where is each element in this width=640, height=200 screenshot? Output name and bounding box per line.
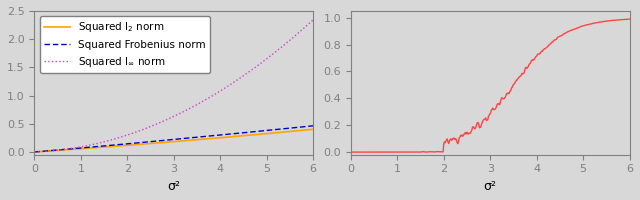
Line: Squared l₂ norm: Squared l₂ norm: [35, 129, 313, 152]
Squared l₂ norm: [266, 132, 273, 135]
Squared Frobenius norm: [266, 129, 273, 131]
Squared l₂ norm: [201, 138, 209, 140]
X-axis label: σ²: σ²: [484, 180, 497, 193]
Squared l₂ norm: [31, 151, 39, 153]
Squared Frobenius norm: [309, 125, 317, 127]
Squared l∞ norm: [196, 102, 204, 104]
Legend: Squared l$_2$ norm, Squared Frobenius norm, Squared l$_\infty$ norm: Squared l$_2$ norm, Squared Frobenius no…: [40, 16, 210, 73]
Squared l₂ norm: [196, 138, 204, 141]
Squared l₂ norm: [195, 138, 203, 141]
Squared l₂ norm: [309, 128, 317, 130]
Squared l∞ norm: [266, 56, 273, 58]
Squared l∞ norm: [31, 151, 39, 153]
Squared Frobenius norm: [201, 135, 209, 138]
Squared Frobenius norm: [195, 136, 203, 138]
Squared l∞ norm: [283, 41, 291, 44]
Squared Frobenius norm: [196, 136, 204, 138]
Line: Squared l∞ norm: Squared l∞ norm: [35, 20, 313, 152]
Squared Frobenius norm: [31, 151, 38, 153]
Squared l∞ norm: [31, 151, 38, 153]
Squared Frobenius norm: [283, 127, 291, 130]
Squared l∞ norm: [201, 99, 209, 101]
Squared l∞ norm: [309, 19, 317, 21]
Squared l₂ norm: [31, 151, 38, 153]
Squared l₂ norm: [283, 131, 291, 133]
Line: Squared Frobenius norm: Squared Frobenius norm: [35, 126, 313, 152]
Squared Frobenius norm: [31, 151, 39, 153]
X-axis label: σ²: σ²: [167, 180, 180, 193]
Squared l∞ norm: [195, 102, 203, 104]
